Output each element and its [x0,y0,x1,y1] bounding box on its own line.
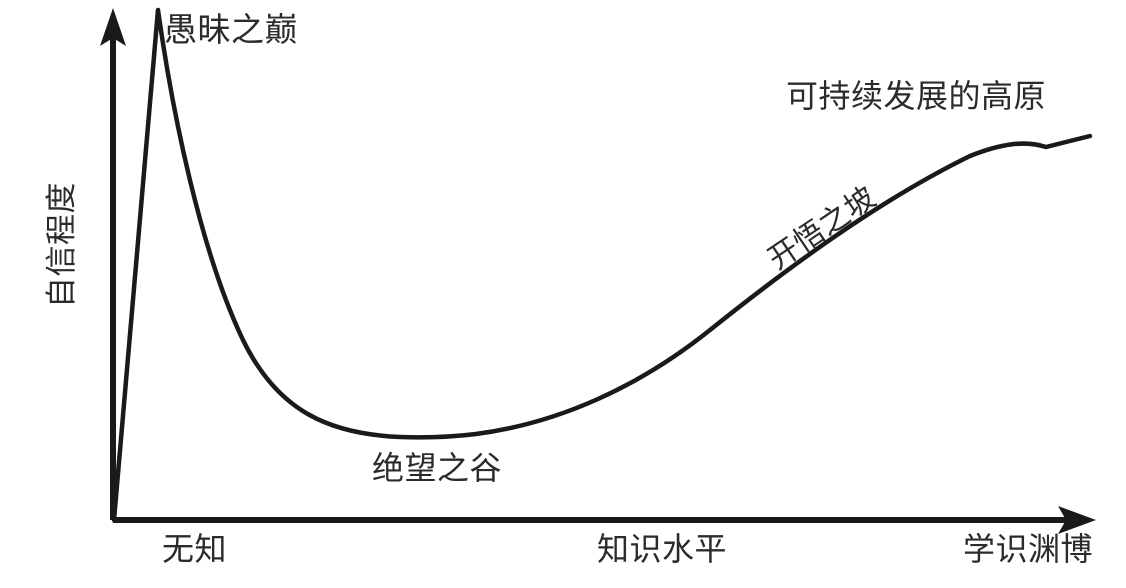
arrow-right-icon [1058,506,1096,534]
annotation-valley: 绝望之谷 [372,449,503,487]
x-axis-tick-label-left: 无知 [162,530,228,568]
x-axis-tick-label-right: 学识渊博 [963,530,1094,568]
y-axis-title: 自信程度 [44,182,80,308]
arrow-up-icon [100,8,126,46]
x-axis-title: 知识水平 [597,530,728,568]
annotation-peak: 愚昧之巅 [164,10,298,49]
annotation-plateau: 可持续发展的高原 [786,77,1047,115]
confidence-curve [111,7,1093,523]
